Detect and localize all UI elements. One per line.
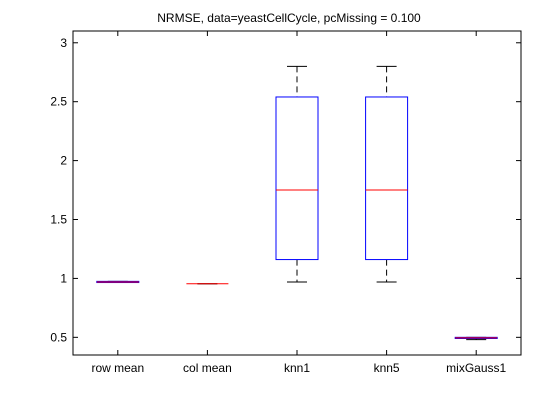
box-knn5 — [365, 65, 409, 283]
x-tick-label: knn5 — [374, 361, 400, 375]
box-iqr — [365, 96, 409, 261]
x-tick-label: mixGauss1 — [446, 361, 506, 375]
box-row-mean — [96, 280, 140, 284]
y-tick-label: 3 — [60, 36, 67, 50]
y-axis: 0.5 1 1.5 2 2.5 3 — [50, 36, 521, 344]
y-tick-label: 1.5 — [50, 213, 67, 227]
chart-title: NRMSE, data=yeastCellCycle, pcMissing = … — [157, 11, 421, 25]
x-tick-label: col mean — [183, 361, 232, 375]
box-iqr — [275, 96, 319, 261]
box-series — [96, 65, 498, 341]
x-axis: row mean col mean knn1 knn5 mixGauss1 — [91, 31, 507, 375]
x-tick-label: row mean — [91, 361, 144, 375]
y-tick-label: 0.5 — [50, 330, 67, 344]
box-knn1 — [275, 65, 319, 283]
box-mixgauss1 — [454, 336, 498, 341]
x-tick-label: knn1 — [284, 361, 310, 375]
y-tick-label: 2 — [60, 154, 67, 168]
y-tick-label: 2.5 — [50, 95, 67, 109]
y-tick-label: 1 — [60, 271, 67, 285]
